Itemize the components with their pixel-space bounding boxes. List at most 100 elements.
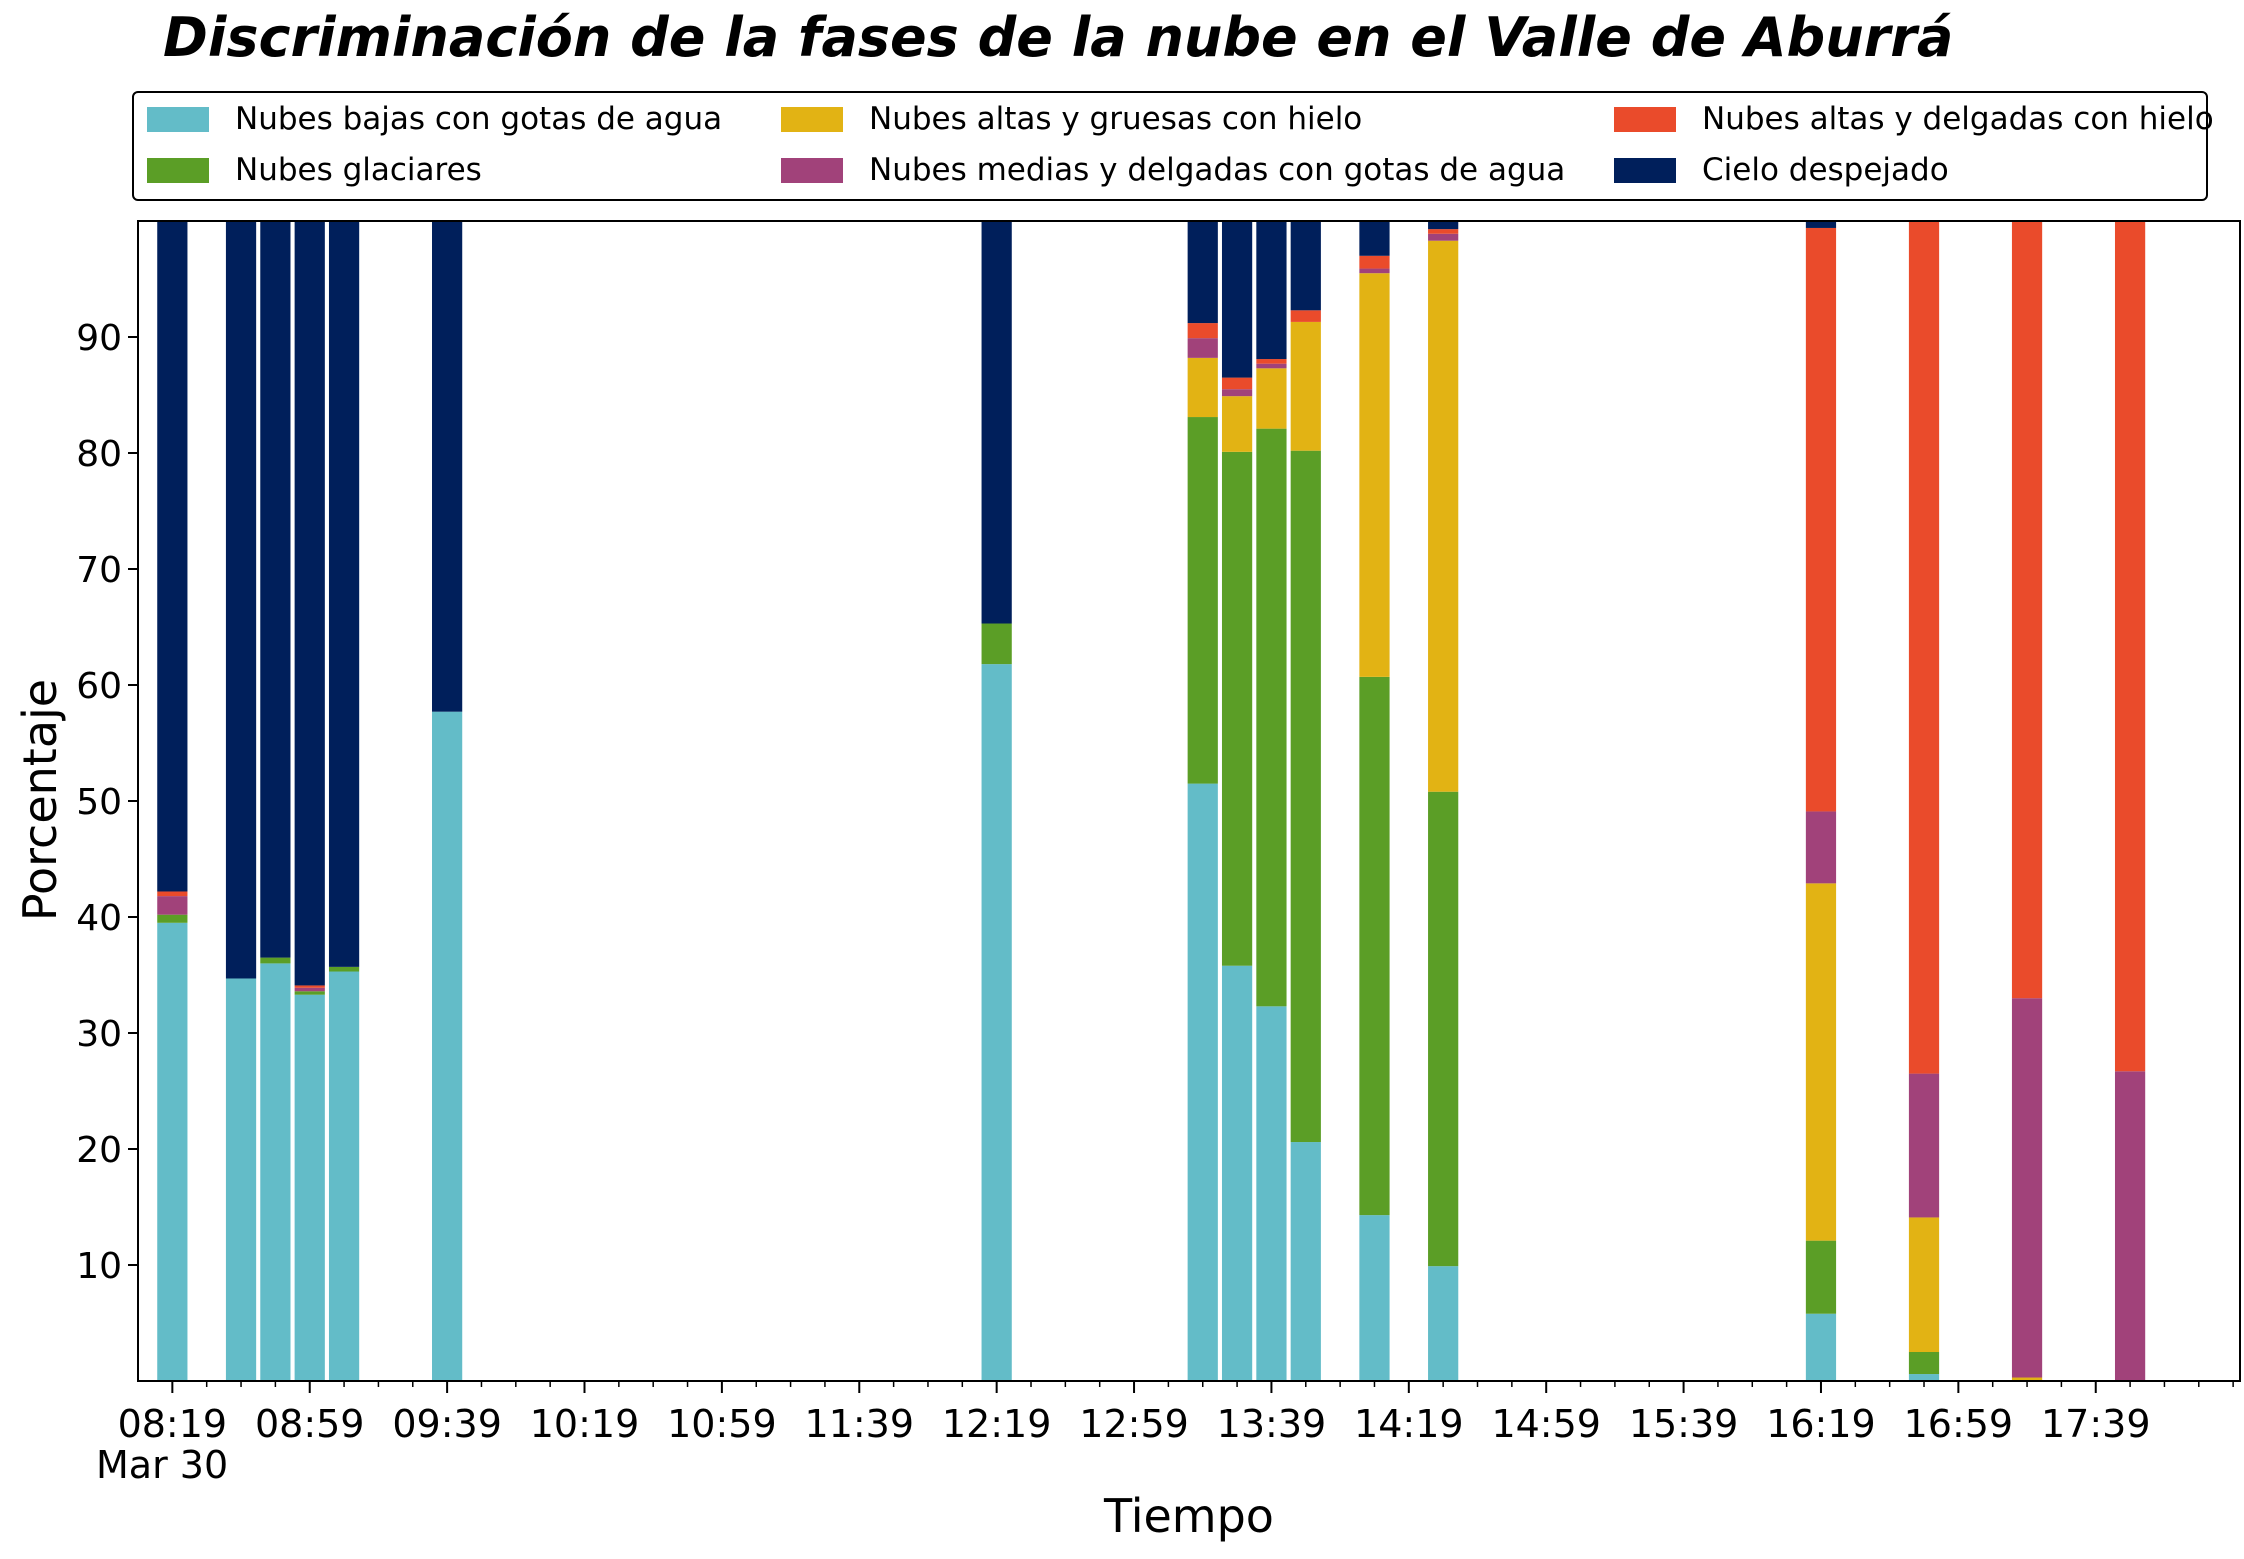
- bar-segment-1339-s0: [1256, 1006, 1287, 1381]
- bar-segment-0839-s0: [225, 978, 257, 1381]
- x-tick-label-1059: 10:59: [667, 1402, 777, 1446]
- bar-segment-1319-s0: [1187, 783, 1218, 1381]
- bar-segment-1429-s1: [1428, 791, 1459, 1267]
- y-tick-label-20: 20: [76, 1130, 122, 1171]
- bar-segment-0849-s5: [260, 221, 291, 958]
- legend-swatch-altas-delgadas: [1614, 106, 1676, 132]
- bar-segment-1319-s4: [1187, 323, 1218, 339]
- x-tick-label-1539: 15:39: [1629, 1402, 1739, 1446]
- legend-swatch-medias-delgadas: [781, 157, 843, 183]
- bar-segment-1409-s2: [1359, 273, 1390, 677]
- bar-segment-0909-s0: [328, 971, 360, 1381]
- bar-segment-1349-s2: [1290, 321, 1321, 451]
- bar-segment-1339-s1: [1256, 428, 1287, 1007]
- bar-segment-1339-s5: [1256, 221, 1287, 360]
- bar-segment-0849-s1: [260, 957, 291, 964]
- bar-segment-0819-s5: [157, 221, 188, 892]
- y-tick-label-90: 90: [76, 318, 122, 359]
- bar-segment-1649-s0: [1908, 1374, 1940, 1381]
- bar-segment-1219-s5: [981, 221, 1012, 624]
- y-tick-label-80: 80: [76, 434, 122, 475]
- bar-segment-1619-s1: [1805, 1240, 1837, 1314]
- y-tick-label-50: 50: [76, 782, 122, 823]
- bar-segment-1409-s5: [1359, 221, 1390, 256]
- x-axis: 08:19 08:59 09:39 10:19 10:59 11:39 12:19 12:59…: [118, 1381, 2234, 1446]
- bar-segment-1409-s1: [1359, 676, 1390, 1216]
- bar-segment-1329-s4: [1221, 377, 1253, 390]
- legend-item-altas-gruesas: Nubes altas y gruesas con hielo: [781, 97, 1362, 141]
- bar-segment-1429-s4: [1428, 229, 1459, 234]
- y-tick-label-70: 70: [76, 550, 122, 591]
- bar-segment-1349-s0: [1290, 1142, 1321, 1381]
- bar-segment-1619-s0: [1805, 1313, 1837, 1381]
- legend-item-nubes-glaciares: Nubes glaciares: [147, 148, 482, 192]
- bar-segment-0859-s0: [294, 994, 325, 1381]
- bar-segment-1619-s3: [1805, 811, 1837, 884]
- bar-segment-1329-s2: [1221, 396, 1253, 452]
- legend-label-altas-delgadas: Nubes altas y delgadas con hielo: [1702, 101, 2214, 137]
- bar-segment-1649-s4: [1908, 221, 1940, 1074]
- x-tick-label-1339: 13:39: [1217, 1402, 1327, 1446]
- bar-segment-1319-s2: [1187, 357, 1218, 418]
- legend-item-cielo-despejado: Cielo despejado: [1614, 148, 1949, 192]
- chart-title: Discriminación de la fases de la nube en…: [163, 6, 1954, 69]
- bar-segment-1429-s0: [1428, 1266, 1459, 1381]
- bar-segment-0859-s4: [294, 985, 325, 988]
- x-tick-label-1139: 11:39: [805, 1402, 915, 1446]
- x-tick-label-1619: 16:19: [1766, 1402, 1876, 1446]
- bar-segment-0939-s5: [432, 221, 463, 712]
- legend-label-cielo-despejado: Cielo despejado: [1702, 152, 1949, 188]
- x-tick-label-1419: 14:19: [1354, 1402, 1464, 1446]
- legend-label-altas-gruesas: Nubes altas y gruesas con hielo: [869, 101, 1363, 137]
- bar-segment-1649-s3: [1908, 1073, 1940, 1218]
- x-tick-label-1259: 12:59: [1079, 1402, 1189, 1446]
- x-tick-label-1659: 16:59: [1904, 1402, 2014, 1446]
- bar-segment-0939-s0: [432, 711, 463, 1381]
- bar-segment-1409-s4: [1359, 255, 1390, 269]
- legend-item-medias-delgadas: Nubes medias y delgadas con gotas de agu…: [781, 148, 1565, 192]
- bars-group: [157, 221, 2146, 1381]
- bar-segment-1429-s5: [1428, 221, 1459, 230]
- bar-segment-0819-s0: [157, 922, 188, 1381]
- y-tick-label-40: 40: [76, 898, 122, 939]
- bar-segment-1219-s1: [981, 623, 1012, 665]
- bar-segment-0859-s1: [294, 991, 325, 995]
- bar-segment-1719-s2: [2011, 1377, 2043, 1381]
- bar-segment-1619-s4: [1805, 227, 1837, 812]
- bar-segment-1649-s1: [1908, 1352, 1940, 1375]
- bar-segment-0819-s1: [157, 914, 188, 923]
- legend-item-nubes-bajas: Nubes bajas con gotas de agua: [147, 97, 722, 141]
- legend-swatch-altas-gruesas: [781, 106, 843, 132]
- bar-segment-1339-s2: [1256, 368, 1287, 429]
- legend-swatch-nubes-glaciares: [147, 157, 209, 183]
- y-axis: 10 20 30 40 50 60 70 80 90: [76, 318, 138, 1287]
- bar-segment-0849-s0: [260, 963, 291, 1381]
- x-tick-label-1739: 17:39: [2041, 1402, 2151, 1446]
- y-axis-label: Porcentaje: [13, 679, 67, 921]
- bar-segment-1349-s5: [1290, 221, 1321, 311]
- bar-segment-0909-s1: [328, 966, 360, 972]
- x-axis-date-label: Mar 30: [96, 1443, 228, 1487]
- legend: Nubes bajas con gotas de agua Nubes glac…: [132, 91, 2214, 201]
- x-tick-label-1459: 14:59: [1491, 1402, 1601, 1446]
- bar-segment-0859-s5: [294, 221, 325, 986]
- bar-segment-1319-s1: [1187, 417, 1218, 784]
- bar-segment-0909-s5: [328, 221, 360, 967]
- bar-segment-1339-s4: [1256, 359, 1287, 364]
- x-tick-label-1219: 12:19: [942, 1402, 1052, 1446]
- bar-segment-1619-s5: [1805, 221, 1837, 228]
- legend-swatch-nubes-bajas: [147, 106, 209, 132]
- bar-segment-1339-s3: [1256, 363, 1287, 369]
- bar-segment-0819-s3: [157, 896, 188, 915]
- bar-segment-1619-s2: [1805, 883, 1837, 1241]
- bar-segment-1319-s5: [1187, 221, 1218, 324]
- bar-segment-1329-s0: [1221, 965, 1253, 1381]
- legend-label-medias-delgadas: Nubes medias y delgadas con gotas de agu…: [869, 152, 1566, 188]
- x-tick-label-0859: 08:59: [255, 1402, 365, 1446]
- bar-segment-1749-s4: [2114, 221, 2146, 1072]
- bar-segment-1429-s2: [1428, 240, 1459, 792]
- legend-swatch-cielo-despejado: [1614, 157, 1676, 183]
- plot-frame: [137, 220, 2241, 1382]
- bar-segment-1319-s3: [1187, 338, 1218, 358]
